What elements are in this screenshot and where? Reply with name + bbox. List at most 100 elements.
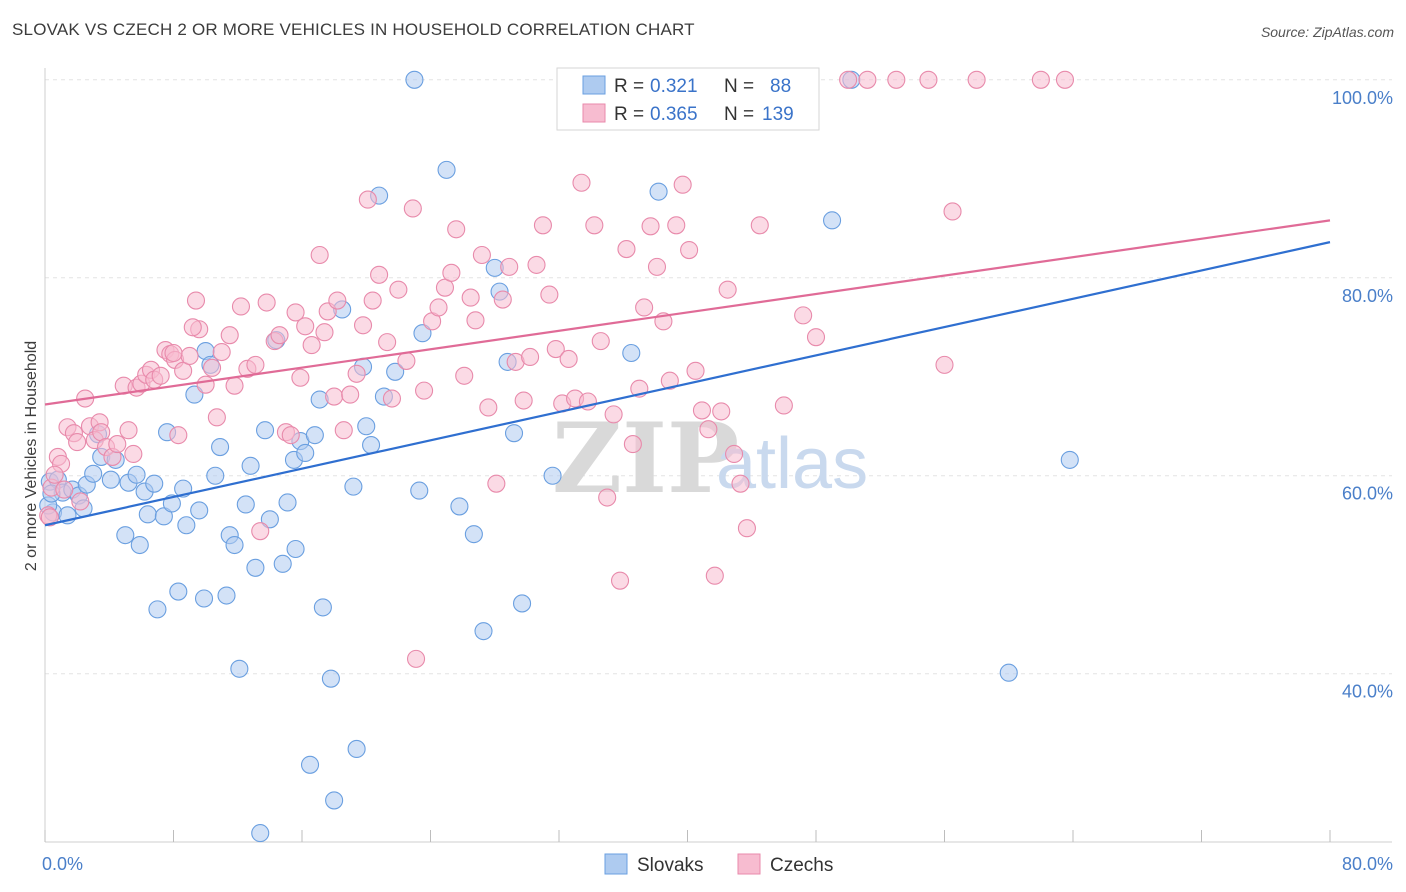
czech-point — [806, 328, 826, 347]
watermark-zip: ZIP — [552, 402, 739, 515]
czech-point — [680, 241, 699, 260]
czech-point — [310, 245, 329, 265]
czech-point — [231, 297, 251, 316]
slovak-point — [999, 663, 1018, 682]
czech-point — [68, 433, 87, 452]
legend-n-label: N = — [724, 76, 754, 97]
slovak-point — [130, 535, 149, 555]
czech-point — [667, 216, 686, 235]
czech-point — [207, 408, 226, 427]
y-tick-labels: 100.0% 80.0% 60.0% 40.0% — [1332, 88, 1393, 702]
slovak-point — [148, 600, 167, 619]
chart-title: SLOVAK VS CZECH 2 OR MORE VEHICLES IN HO… — [12, 20, 695, 39]
legend-swatch-slovaks — [582, 75, 606, 95]
slovak-point — [413, 324, 432, 343]
slovak-point — [357, 417, 376, 436]
czech-point — [151, 366, 170, 385]
slovak-point — [410, 481, 429, 500]
slovak-point — [251, 824, 270, 843]
slovak-point — [127, 465, 146, 484]
legend-r-value: 0.321 — [650, 76, 698, 97]
czech-point — [291, 368, 310, 387]
czech-point — [705, 566, 724, 585]
slovak-point — [313, 598, 332, 617]
czech-point — [358, 190, 377, 209]
x-tick-label: 80.0% — [1342, 854, 1393, 874]
czech-point — [45, 465, 64, 484]
czech-point — [774, 396, 793, 415]
czech-point — [442, 263, 461, 282]
y-tick-label: 100.0% — [1332, 88, 1393, 108]
trend-lines — [44, 219, 1331, 527]
czech-point — [203, 358, 222, 377]
czech-point — [415, 381, 434, 400]
czech-point — [887, 70, 906, 89]
czech-point — [572, 173, 591, 192]
czech-point — [124, 444, 143, 464]
slovak-point — [273, 554, 292, 573]
czech-point — [315, 323, 334, 342]
slovak-point — [405, 70, 424, 89]
legend-r-label: R = — [614, 104, 644, 125]
czech-point — [487, 474, 506, 493]
czech-point — [610, 571, 630, 590]
slovak-point — [823, 211, 842, 230]
czech-point — [378, 333, 397, 352]
czech-point — [731, 474, 750, 493]
czech-point — [493, 290, 512, 309]
legend-n-value: 139 — [762, 104, 794, 125]
czech-point — [604, 405, 623, 424]
slovak-point — [260, 510, 279, 529]
slovak-point — [236, 495, 255, 514]
czech-point — [718, 280, 737, 299]
slovak-point — [278, 493, 297, 512]
czech-point — [794, 306, 813, 325]
slovak-point — [325, 791, 344, 810]
x-tick-labels: 0.0% 80.0% — [42, 854, 1393, 874]
slovak-point — [84, 464, 103, 483]
slovak-point — [296, 443, 315, 463]
czech-point — [540, 285, 559, 304]
czech-point — [623, 435, 642, 454]
data-points — [39, 70, 1079, 843]
czech-point — [406, 649, 426, 668]
czech-point — [71, 492, 90, 511]
czech-point — [472, 245, 491, 265]
czech-point — [699, 420, 718, 439]
czech-point — [281, 426, 300, 445]
czech-point — [389, 280, 408, 299]
czech-point — [363, 291, 382, 310]
czech-point — [533, 216, 552, 235]
czech-point — [225, 376, 244, 395]
slovak-point — [190, 501, 209, 520]
legend-n-label: N = — [724, 104, 754, 125]
y-axis-label: 2 or more Vehicles in Household — [23, 341, 40, 571]
czech-point — [935, 355, 954, 374]
czech-point — [514, 391, 533, 410]
slovak-point — [622, 343, 641, 363]
legend-r-value: 0.365 — [650, 104, 698, 125]
y-tick-label: 60.0% — [1342, 484, 1393, 504]
czech-point — [334, 421, 353, 440]
czech-point — [180, 346, 199, 366]
slovak-point — [347, 739, 366, 759]
slovak-point — [300, 755, 320, 774]
slovak-point — [211, 437, 230, 457]
czech-point — [461, 288, 480, 307]
czech-point — [302, 336, 321, 355]
czech-point — [967, 70, 986, 89]
slovak-point — [225, 535, 244, 555]
slovak-point — [464, 525, 483, 544]
czech-point — [750, 216, 769, 235]
slovak-point — [305, 426, 324, 445]
bottom-legend-label-czechs: Czechs — [770, 855, 833, 876]
czech-point — [397, 351, 416, 370]
czech-point — [617, 240, 636, 259]
czech-point — [370, 265, 389, 284]
slovak-point — [169, 582, 188, 601]
slovak-point — [513, 594, 532, 613]
y-tick-label: 40.0% — [1342, 682, 1393, 702]
czech-point — [341, 385, 360, 404]
czech-point — [647, 257, 667, 276]
slovak-point — [321, 669, 340, 688]
